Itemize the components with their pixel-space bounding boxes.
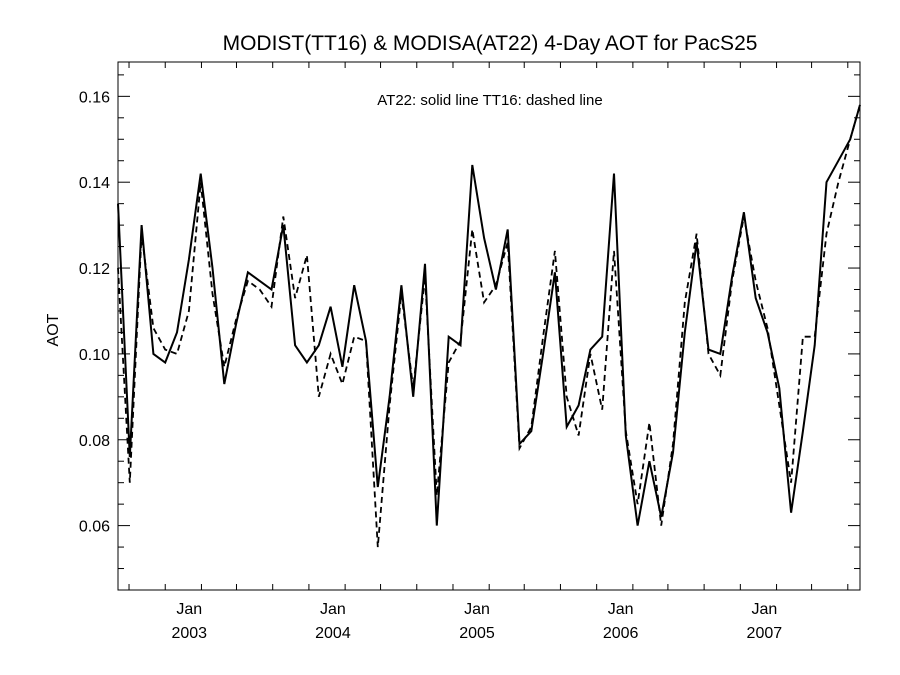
y-axis: 0.06 0.08 0.10 0.12 0.14 0.16 [79,74,860,591]
y-axis-label: AOT [45,313,62,346]
x-tick-month-label: Jan [464,601,490,618]
plot-frame [117,61,861,591]
x-tick-year-label: 2006 [603,625,639,642]
x-tick-year-label: 2003 [171,625,207,642]
x-tick-month-label: Jan [751,601,777,618]
series-layer [117,104,861,548]
y-tick-label: 0.16 [79,89,110,106]
x-tick-month-label: Jan [320,601,346,618]
y-tick-label: 0.06 [79,519,110,536]
x-tick-year-label: 2007 [747,625,783,642]
y-tick-label: 0.08 [79,433,110,450]
x-tick-year-label: 2004 [315,625,351,642]
x-axis: Jan 2003 Jan 2004 Jan 2005 Jan 2006 Jan 2007 [128,62,849,642]
series-annotation: AT22: solid line TT16: dashed line [377,92,602,109]
y-tick-label: 0.10 [79,347,110,364]
chart-title: MODIST(TT16) & MODISA(AT22) 4-Day AOT fo… [223,32,758,55]
series-line-at22 [117,104,861,526]
y-tick-label: 0.14 [79,175,110,192]
x-tick-month-label: Jan [608,601,634,618]
y-tick-label: 0.12 [79,261,110,278]
series-line-tt16 [117,104,861,548]
x-tick-month-label: Jan [176,601,202,618]
x-tick-year-label: 2005 [459,625,495,642]
